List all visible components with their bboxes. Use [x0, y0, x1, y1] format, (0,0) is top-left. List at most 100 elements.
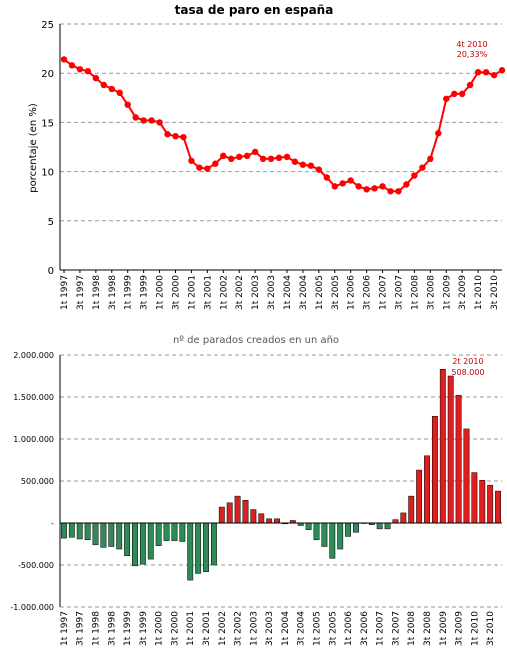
chart2-y-tick-label: 1.500.000 — [13, 393, 54, 402]
chart1-data-point — [315, 166, 323, 173]
chart1-x-tick-label: 3t 1997 — [76, 275, 86, 310]
chart1-data-point — [164, 131, 171, 138]
chart2-y-tick-label: 500.000 — [21, 477, 54, 486]
chart2-x-tick-label: 1t 2004 — [281, 611, 291, 646]
chart2-bar — [195, 522, 202, 574]
chart1-x-tick-label: 3t 2001 — [203, 275, 213, 310]
chart2-x-tick-label: 1t 2001 — [186, 611, 196, 646]
chart2-x-tick-label: 3t 2008 — [423, 611, 433, 646]
chart2-x-tick-label: 1t 2009 — [439, 611, 449, 646]
chart2-bar — [187, 522, 194, 581]
chart2-x-tick-label: 3t 2001 — [202, 611, 212, 646]
chart2-bar — [431, 416, 438, 524]
chart1-x-tick-label: 1t 2004 — [283, 275, 293, 310]
chart2-y-tick-labels: -1.000.000-500.000-500.0001.000.0001.500… — [10, 351, 54, 612]
chart2-y-tick-label: 2.000.000 — [13, 351, 54, 360]
chart1-x-tick-label: 3t 2000 — [171, 275, 181, 310]
chart2-bar — [345, 522, 352, 537]
chart2-bar — [84, 522, 91, 541]
chart1-x-tick-label: 1t 1999 — [124, 275, 134, 310]
chart1-x-tick-label: 1t 2003 — [251, 275, 261, 310]
chart1-data-point — [403, 181, 410, 188]
chart2-bar — [439, 369, 446, 524]
chart1-data-point — [490, 71, 498, 79]
chart1-data-point — [498, 67, 506, 74]
chart1-data-point — [411, 172, 418, 179]
chart1-data-point — [108, 85, 115, 93]
chart1-x-tick-label: 3t 2008 — [426, 275, 436, 310]
chart1-y-axis-label: porcentaje (en %) — [28, 103, 39, 193]
chart2-title: nº de parados creados en un año — [173, 335, 339, 346]
chart2-x-tick-label: 1t 2008 — [407, 611, 417, 646]
chart1-x-tick-label: 3t 2006 — [363, 275, 373, 310]
chart1-data-point — [371, 185, 378, 192]
chart2-x-tick-label: 1t 2010 — [470, 611, 480, 646]
chart2-bar — [171, 522, 178, 541]
chart2-x-tick-label: 3t 2006 — [360, 611, 370, 646]
chart1-x-tick-label: 3t 2005 — [331, 275, 341, 310]
chart1-data-point — [427, 155, 434, 163]
chart1-data-point — [148, 117, 155, 124]
chart2-x-tick-label: 3t 1998 — [107, 611, 117, 646]
chart2-bar — [424, 455, 430, 524]
chart1-data-point — [347, 177, 354, 184]
chart1-y-tick-label: 0 — [48, 266, 54, 277]
chart2-bar — [376, 522, 383, 530]
chart2-bar — [108, 522, 115, 547]
chart1-x-tick-label: 1t 1998 — [92, 275, 102, 310]
chart1-data-point — [76, 66, 84, 73]
chart1-data-point — [451, 90, 458, 98]
chart1-data-point — [60, 56, 68, 63]
chart1-y-tick-label: 10 — [41, 168, 54, 179]
chart1-x-tick-label: 3t 2002 — [235, 275, 245, 310]
chart1-y-tick-label: 15 — [41, 118, 54, 129]
chart2-bar — [495, 490, 501, 524]
chart1-data-point — [132, 114, 139, 121]
chart1-data-point — [236, 153, 243, 161]
chart2-y-tick-label: -1.000.000 — [10, 603, 54, 612]
chart1-x-tick-label: 1t 2002 — [219, 275, 229, 310]
chart2-x-tick-label: 3t 2004 — [297, 611, 307, 646]
chart2-bar — [313, 522, 320, 541]
chart2-y-tick-label: -500.000 — [18, 561, 54, 570]
chart2-x-tick-label: 1t 2003 — [249, 611, 259, 646]
chart1-x-tick-label: 1t 2009 — [442, 275, 452, 310]
chart1-series-line — [63, 58, 503, 193]
chart2-x-tick-label: 3t 2010 — [486, 611, 496, 646]
chart1-x-tick-label: 3t 2009 — [458, 275, 468, 310]
chart2-x-tick-label: 3t 2003 — [265, 611, 275, 646]
chart1-data-point — [331, 183, 338, 190]
chart1-data-point — [140, 117, 147, 124]
chart1-x-tick-label: 1t 2000 — [156, 275, 166, 310]
chart1-points — [60, 56, 506, 195]
chart1-data-point — [435, 130, 442, 137]
chart1-x-tick-label: 3t 2004 — [299, 275, 309, 310]
chart2-bar — [203, 522, 209, 572]
chart2-bar — [329, 522, 336, 559]
chart1-data-point — [251, 148, 259, 156]
chart2-bar — [147, 522, 154, 560]
chart1-data-point — [474, 69, 482, 76]
chart1-data-point — [180, 133, 187, 141]
chart2-bar — [471, 472, 478, 524]
chart2-bar — [258, 513, 265, 524]
chart2-bar — [266, 518, 273, 524]
chart1-data-point — [387, 188, 394, 195]
chart1-data-point — [395, 188, 402, 195]
chart2-bar — [61, 522, 67, 539]
chart2-bar — [242, 500, 249, 524]
chart1-x-tick-label: 3t 2007 — [394, 275, 404, 310]
chart2-bar — [100, 522, 107, 548]
chart2-x-tick-label: 3t 1999 — [139, 611, 149, 646]
chart2-bar — [155, 522, 162, 546]
chart1-data-point — [379, 183, 386, 190]
chart2-bar — [487, 484, 494, 524]
chart2-x-tick-label: 1t 2007 — [376, 611, 386, 646]
chart1-data-point — [124, 101, 131, 108]
chart1-y-tick-labels: 0 5 10 15 20 25 — [41, 20, 54, 277]
chart2-x-tick-label: 3t 2002 — [234, 611, 244, 646]
chart2-x-tick-label: 1t 2006 — [344, 611, 354, 646]
chart1-data-point — [267, 155, 275, 163]
chart1-x-tick-label: 3t 2010 — [490, 275, 500, 310]
chart1-data-point — [355, 183, 362, 190]
